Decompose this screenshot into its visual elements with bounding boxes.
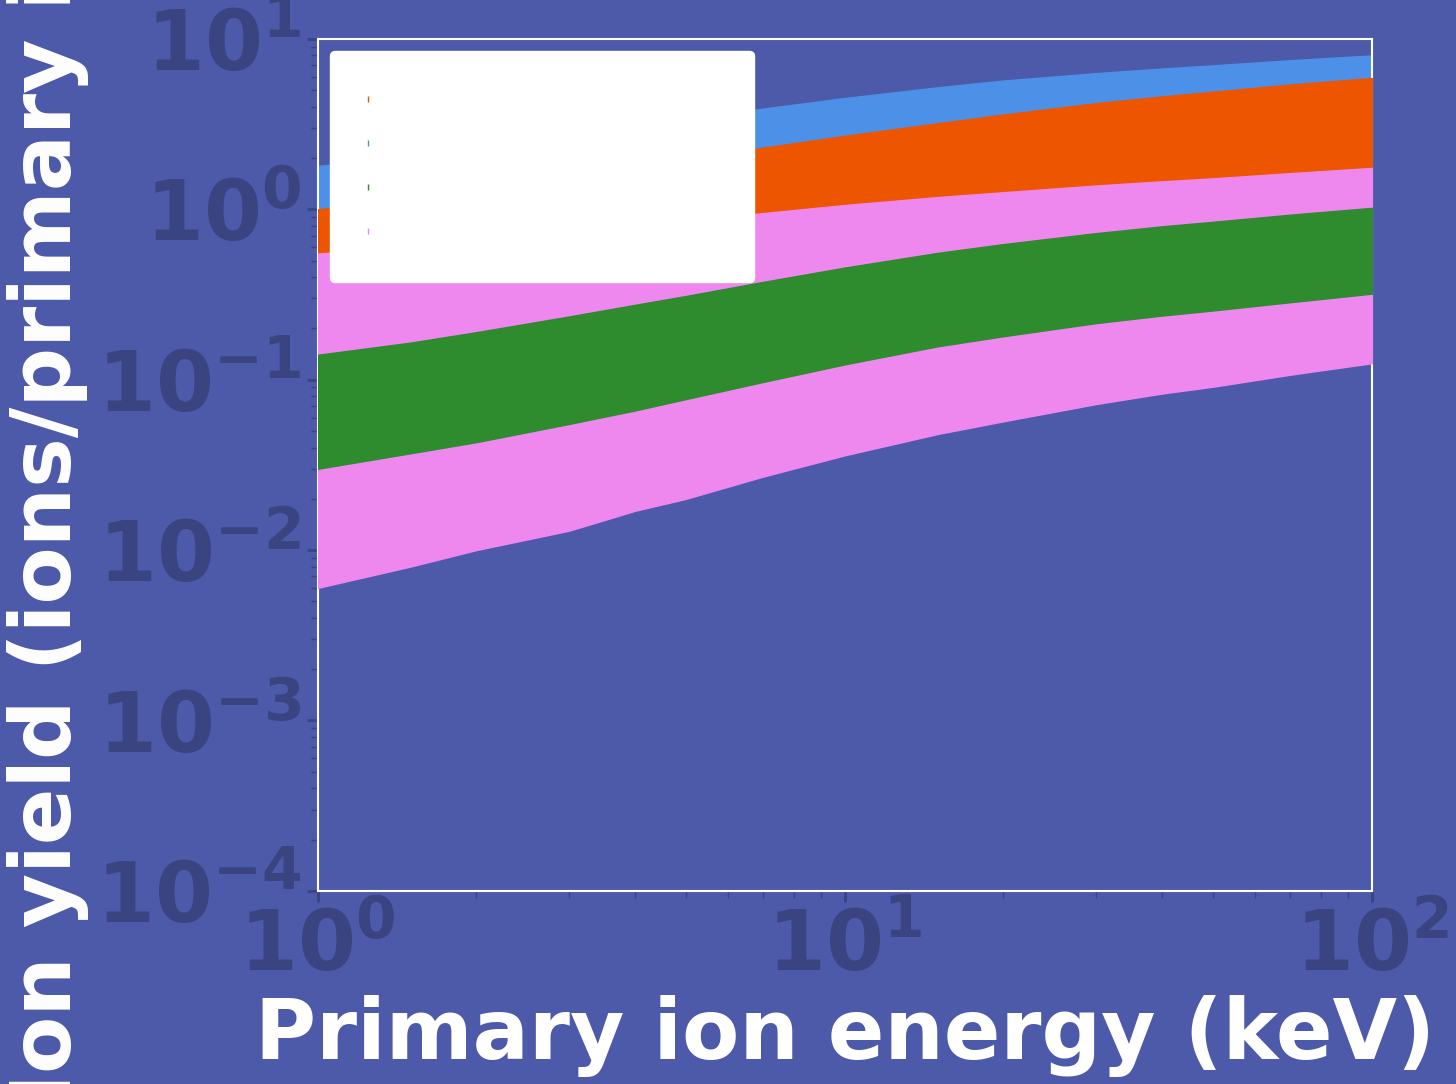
X-axis label: Primary ion energy (keV): Primary ion energy (keV) xyxy=(255,995,1434,1077)
Y-axis label: Ion yield (ions/primary ion): Ion yield (ions/primary ion) xyxy=(7,0,89,1084)
Legend: Positive ions (Cs⁺ primary), Negative ions (O₂⁺ primary), Positive ions (O₂⁺ pri: Positive ions (Cs⁺ primary), Negative io… xyxy=(331,51,754,283)
